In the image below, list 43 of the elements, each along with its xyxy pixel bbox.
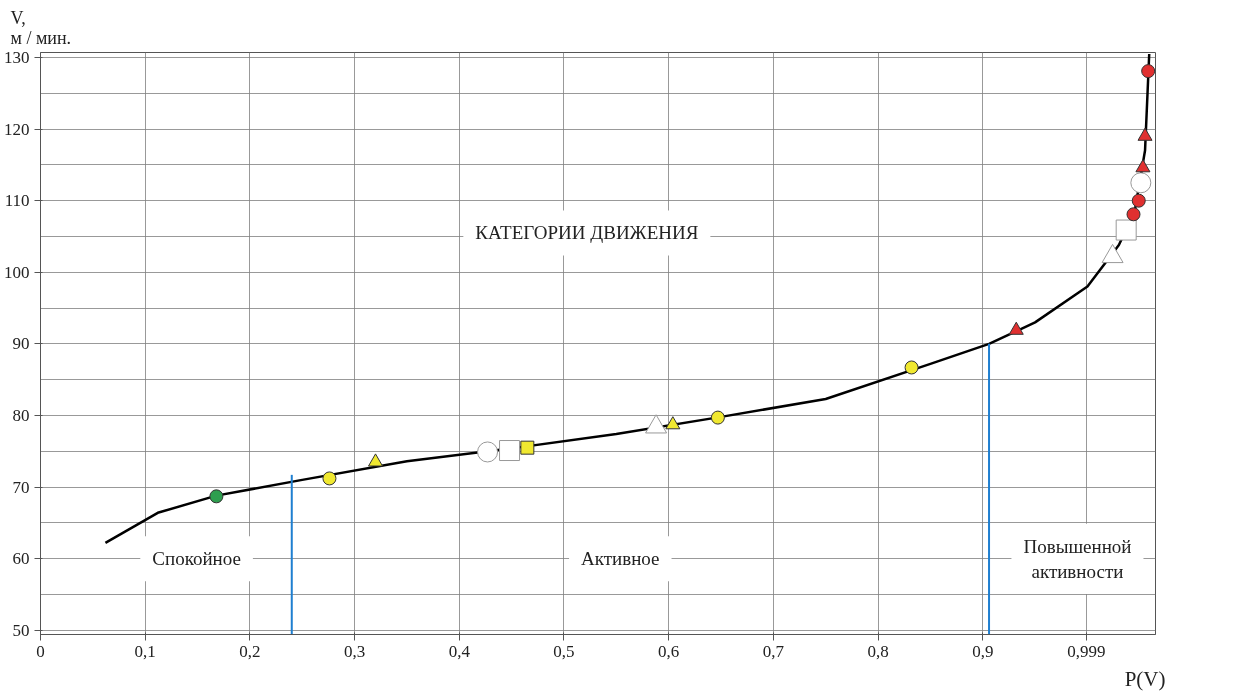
annotation: Повышенной активности xyxy=(1023,535,1132,582)
y-axis-title: V, м / мин. xyxy=(10,7,72,48)
point xyxy=(1126,207,1141,222)
x-tick-label: 0,2 xyxy=(239,641,261,661)
y-tick-label: 60 xyxy=(12,549,30,569)
point xyxy=(1135,159,1151,173)
point xyxy=(1131,193,1146,208)
point xyxy=(368,453,384,467)
point xyxy=(520,440,535,455)
point xyxy=(1141,64,1156,79)
x-tick-label: 0,7 xyxy=(762,641,785,661)
point xyxy=(665,416,681,430)
x-tick-label: 0,999 xyxy=(1067,641,1106,661)
point xyxy=(499,440,521,462)
y-tick-label: 50 xyxy=(12,620,30,640)
point xyxy=(1130,172,1152,194)
point xyxy=(477,441,499,463)
x-tick-label: 0,8 xyxy=(867,641,889,661)
y-tick-label: 90 xyxy=(12,334,30,354)
x-axis-title: P(V) xyxy=(1124,666,1166,691)
annotation: КАТЕГОРИИ ДВИЖЕНИЯ xyxy=(475,222,699,244)
point xyxy=(710,410,725,425)
x-tick-label: 0,6 xyxy=(658,641,680,661)
point xyxy=(322,471,337,486)
annotation: Активное xyxy=(581,548,660,570)
point xyxy=(1115,219,1137,241)
x-tick-label: 0,3 xyxy=(343,641,366,661)
point xyxy=(1137,127,1153,141)
y-tick-label: 80 xyxy=(12,405,30,425)
point xyxy=(209,489,224,504)
annotation: Спокойное xyxy=(152,548,241,570)
point xyxy=(904,360,919,375)
y-tick-label: 130 xyxy=(4,48,30,68)
x-tick-label: 0 xyxy=(36,641,45,661)
y-tick-label: 70 xyxy=(12,477,30,497)
x-tick-label: 0,5 xyxy=(553,641,575,661)
x-tick-label: 0,1 xyxy=(134,641,156,661)
y-tick-label: 120 xyxy=(4,119,30,139)
y-tick-label: 100 xyxy=(4,262,30,282)
point xyxy=(1008,321,1024,335)
x-tick-label: 0,4 xyxy=(448,641,471,661)
y-tick-label: 110 xyxy=(4,191,30,211)
x-tick-label: 0,9 xyxy=(972,641,994,661)
